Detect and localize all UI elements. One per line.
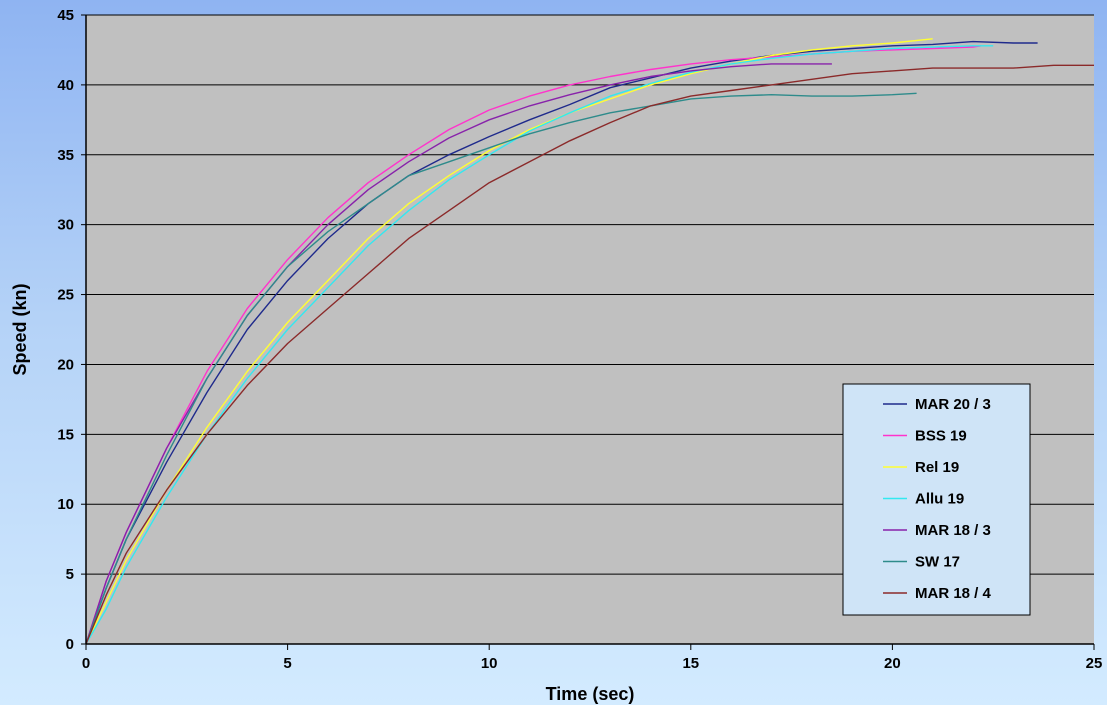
legend-label: Allu 19 bbox=[915, 491, 964, 508]
legend-label: SW 17 bbox=[915, 554, 960, 571]
x-tick-label: 0 bbox=[82, 655, 90, 672]
y-tick-label: 25 bbox=[57, 287, 74, 304]
y-tick-label: 10 bbox=[57, 496, 74, 513]
y-axis-title: Speed (kn) bbox=[10, 283, 30, 375]
x-tick-label: 5 bbox=[283, 655, 291, 672]
y-tick-label: 5 bbox=[66, 566, 74, 583]
legend-label: Rel 19 bbox=[915, 459, 959, 476]
y-tick-label: 35 bbox=[57, 147, 74, 164]
y-axis-ticks: 0 5 10 15 20 25 30 35 40 45 bbox=[57, 7, 86, 653]
x-axis-title: Time (sec) bbox=[546, 684, 635, 704]
legend-label: MAR 18 / 3 bbox=[915, 522, 991, 539]
x-tick-label: 15 bbox=[682, 655, 699, 672]
legend-label: BSS 19 bbox=[915, 428, 967, 445]
y-tick-label: 0 bbox=[66, 636, 74, 653]
legend: MAR 20 / 3 BSS 19 Rel 19 Allu 19 MAR 18 / 3 S… bbox=[843, 384, 1030, 615]
x-axis-ticks: 0 5 10 15 20 25 bbox=[82, 644, 1103, 672]
legend-label: MAR 18 / 4 bbox=[915, 585, 992, 602]
y-tick-label: 30 bbox=[57, 217, 74, 234]
y-tick-label: 40 bbox=[57, 77, 74, 94]
y-tick-label: 15 bbox=[57, 426, 74, 443]
y-tick-label: 45 bbox=[57, 7, 74, 24]
legend-label: MAR 20 / 3 bbox=[915, 396, 991, 413]
y-tick-label: 20 bbox=[57, 356, 74, 373]
x-tick-label: 20 bbox=[884, 655, 901, 672]
x-tick-label: 25 bbox=[1086, 655, 1103, 672]
x-tick-label: 10 bbox=[481, 655, 498, 672]
